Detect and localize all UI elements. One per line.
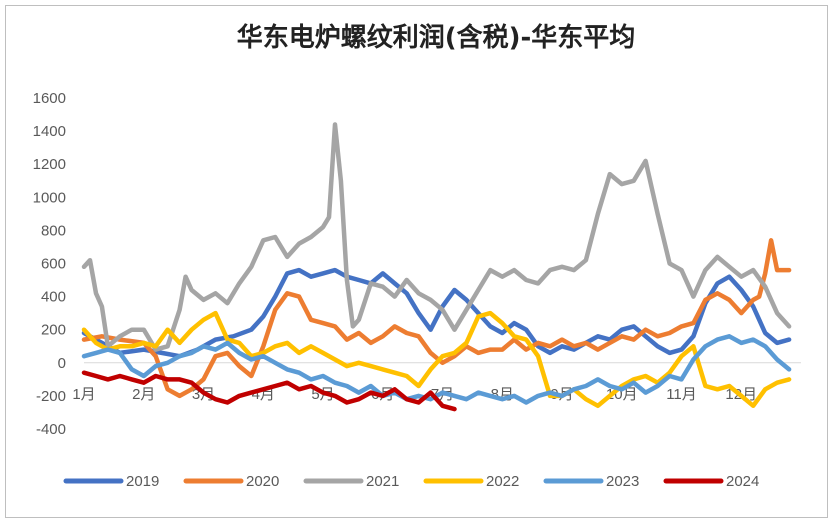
series-line-2024	[81, 370, 457, 412]
legend-label-2023: 2023	[606, 473, 639, 490]
legend-label-2022: 2022	[486, 473, 519, 490]
y-tick-label: 200	[41, 322, 66, 339]
series-line-2019	[81, 267, 792, 359]
y-tick-label: 600	[41, 256, 66, 273]
y-tick-label: -200	[36, 388, 66, 405]
series-lines	[81, 122, 792, 412]
y-tick-label: -400	[36, 421, 66, 438]
x-tick-label: 2月	[132, 386, 155, 403]
x-tick-label: 11月	[666, 386, 697, 403]
legend: 2019 2020 2021 2022 2023 2024	[63, 473, 759, 490]
series-line-2020	[81, 238, 792, 399]
x-tick-label: 1月	[72, 386, 95, 403]
chart-title: 华东电炉螺纹利润(含税)-华东平均	[237, 22, 636, 53]
legend-label-2020: 2020	[246, 473, 279, 490]
legend-label-2024: 2024	[726, 473, 759, 490]
legend-label-2021: 2021	[366, 473, 399, 490]
series-line-2021	[81, 122, 792, 352]
y-tick-label: 800	[41, 222, 66, 239]
y-tick-label: 1400	[33, 123, 66, 140]
line-chart: 华东电炉螺纹利润(含税)-华东平均 -400 -200 0 200 400 600 800 1…	[33, 22, 801, 490]
y-axis-ticks: -400 -200 0 200 400 600 800 1000 1200 1400 1600	[33, 90, 66, 438]
chart-container: 华东电炉螺纹利润(含税)-华东平均 -400 -200 0 200 400 600 800 1…	[5, 5, 828, 518]
y-tick-label: 1600	[33, 90, 66, 107]
legend-label-2019: 2019	[126, 473, 159, 490]
y-tick-label: 0	[58, 355, 66, 372]
y-tick-label: 1200	[33, 156, 66, 173]
series-line-2022	[81, 310, 792, 409]
y-tick-label: 400	[41, 289, 66, 306]
y-tick-label: 1000	[33, 189, 66, 206]
